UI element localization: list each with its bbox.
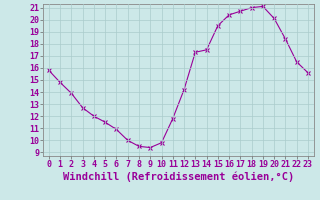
X-axis label: Windchill (Refroidissement éolien,°C): Windchill (Refroidissement éolien,°C) bbox=[63, 172, 294, 182]
